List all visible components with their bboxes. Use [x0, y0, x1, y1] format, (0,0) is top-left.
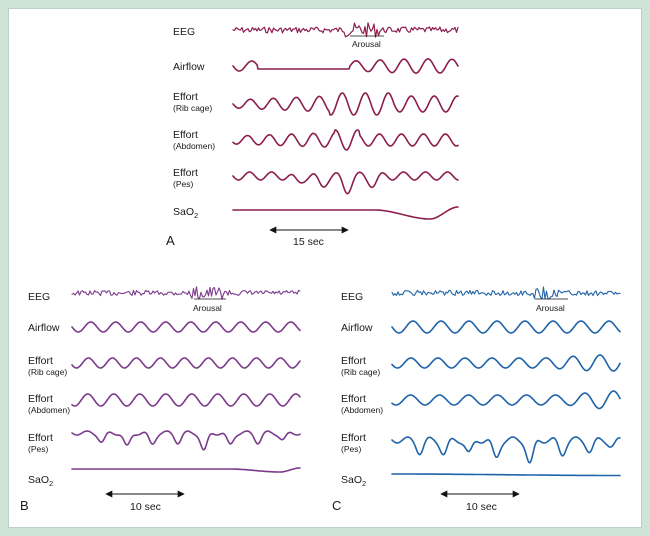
panel-a-pes-sublabel: (Pes)	[173, 179, 193, 189]
panel-c-eeg-trace	[391, 286, 621, 300]
panel-b-abd-sublabel: (Abdomen)	[28, 405, 70, 415]
panel-c-rib-sublabel: (Rib cage)	[341, 367, 380, 377]
panel-a-sao2-label: SaO2	[173, 206, 198, 220]
panel-b-rib-trace	[71, 357, 301, 369]
panel-c-airflow-trace	[391, 320, 621, 334]
panel-b-abd-trace	[71, 393, 301, 407]
panel-b-airflow-label: Airflow	[28, 322, 60, 334]
panel-c-rib-trace	[391, 354, 621, 372]
panel-c-abd-sublabel: (Abdomen)	[341, 405, 383, 415]
panel-c-traces	[391, 286, 621, 477]
panel-c-arousal-label: Arousal	[536, 303, 565, 313]
panel-c: EEG Airflow Effort (Rib cage) Effort (Ab…	[332, 286, 621, 513]
panel-b-pes-label: Effort	[28, 432, 53, 444]
panel-a-abd-label: Effort	[173, 129, 198, 141]
panel-a-rib-label: Effort	[173, 91, 198, 103]
panel-b-arousal-label: Arousal	[193, 303, 222, 313]
panel-a-arousal-label: Arousal	[352, 39, 381, 49]
panel-c-letter: C	[332, 498, 341, 513]
panel-c-sao2-trace	[391, 473, 621, 477]
panel-a-airflow-label: Airflow	[173, 61, 205, 73]
panel-b-eeg-label: EEG	[28, 291, 50, 303]
panel-b-traces	[71, 286, 301, 473]
panel-a-eeg-trace	[232, 22, 459, 38]
panel-a-sao2-trace	[232, 206, 459, 220]
panel-a-abd-sublabel: (Abdomen)	[173, 141, 215, 151]
panel-c-timescale-label: 10 sec	[466, 501, 497, 513]
panel-c-pes-label: Effort	[341, 432, 366, 444]
panel-a-pes-trace	[232, 171, 459, 195]
panel-a-pes-label: Effort	[173, 167, 198, 179]
panel-a-timescale-label: 15 sec	[293, 236, 324, 248]
panel-c-airflow-label: Airflow	[341, 322, 373, 334]
panel-a-traces	[232, 22, 459, 220]
panel-c-eeg-label: EEG	[341, 291, 363, 303]
panel-a-eeg-label: EEG	[173, 26, 195, 38]
panel-b-abd-label: Effort	[28, 393, 53, 405]
panel-b-sao2-trace	[71, 467, 301, 473]
panel-b-letter: B	[20, 498, 29, 513]
panel-b-rib-label: Effort	[28, 355, 53, 367]
panel-a-airflow-trace	[232, 58, 459, 74]
panel-b-rib-sublabel: (Rib cage)	[28, 367, 67, 377]
panel-c-rib-label: Effort	[341, 355, 366, 367]
panel-b-sao2-label: SaO2	[28, 474, 53, 488]
panel-a-letter: A	[166, 233, 175, 248]
panel-c-abd-trace	[391, 390, 621, 410]
panel-b-airflow-trace	[71, 321, 301, 333]
panel-a-abd-trace	[232, 129, 459, 151]
panel-c-pes-sublabel: (Pes)	[341, 444, 361, 454]
panel-c-sao2-label: SaO2	[341, 474, 366, 488]
panel-c-pes-trace	[391, 436, 621, 464]
panel-a-rib-sublabel: (Rib cage)	[173, 103, 212, 113]
panel-a-rib-trace	[232, 92, 459, 116]
panel-b: EEG Airflow Effort (Rib cage) Effort (Ab…	[20, 286, 301, 513]
panel-c-abd-label: Effort	[341, 393, 366, 405]
panel-b-eeg-trace	[71, 286, 301, 300]
panel-a: EEG Airflow Effort (Rib cage) Effort (Ab…	[166, 22, 459, 248]
panel-b-timescale-label: 10 sec	[130, 501, 161, 513]
panel-b-pes-sublabel: (Pes)	[28, 444, 48, 454]
panel-b-pes-trace	[71, 430, 301, 451]
